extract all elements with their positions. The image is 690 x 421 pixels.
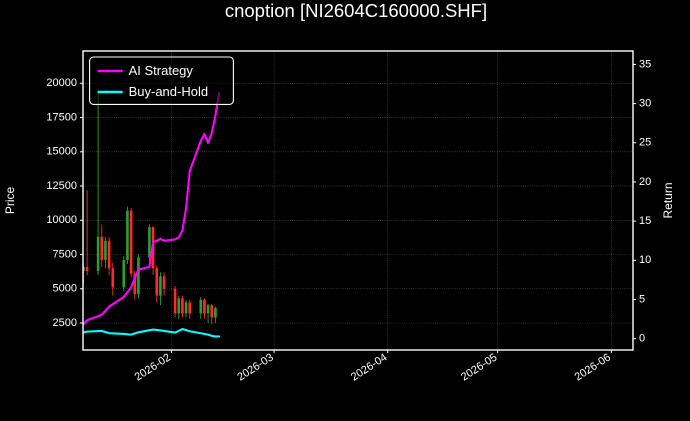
- svg-text:5: 5: [639, 293, 645, 305]
- svg-text:35: 35: [639, 58, 651, 70]
- svg-text:Price: Price: [3, 187, 17, 215]
- svg-text:20000: 20000: [46, 77, 77, 89]
- svg-text:Return: Return: [661, 182, 675, 218]
- svg-text:25: 25: [639, 137, 651, 149]
- svg-text:0: 0: [639, 333, 645, 345]
- svg-text:17500: 17500: [46, 111, 77, 123]
- svg-text:cnoption [NI2604C160000.SHF]: cnoption [NI2604C160000.SHF]: [225, 0, 487, 21]
- svg-text:15: 15: [639, 215, 651, 227]
- svg-text:2500: 2500: [53, 317, 77, 329]
- svg-text:AI Strategy: AI Strategy: [129, 63, 194, 78]
- svg-text:20: 20: [639, 176, 651, 188]
- svg-text:5000: 5000: [53, 283, 77, 295]
- svg-text:Buy-and-Hold: Buy-and-Hold: [129, 84, 209, 99]
- svg-text:15000: 15000: [46, 146, 77, 158]
- svg-text:10: 10: [639, 254, 651, 266]
- svg-text:7500: 7500: [53, 248, 77, 260]
- svg-text:12500: 12500: [46, 180, 77, 192]
- svg-text:30: 30: [639, 97, 651, 109]
- svg-text:10000: 10000: [46, 214, 77, 226]
